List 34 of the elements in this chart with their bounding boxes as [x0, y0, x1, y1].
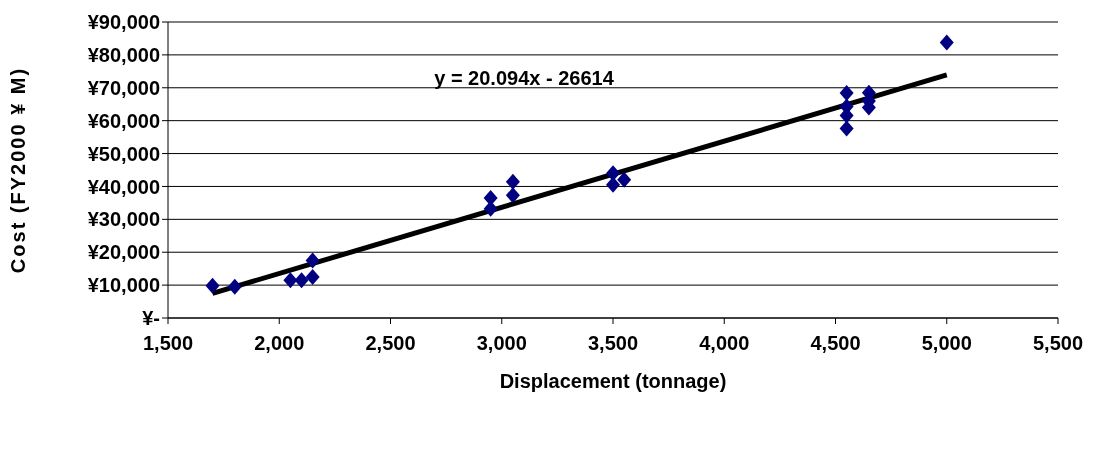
y-tick-label: ¥50,000 [87, 142, 160, 165]
y-tick-label: ¥20,000 [87, 241, 160, 264]
x-tick-label: 4,000 [699, 332, 750, 355]
y-tick-label: ¥10,000 [87, 274, 160, 297]
point [939, 34, 954, 51]
point [305, 268, 320, 285]
y-tick-label: ¥60,000 [87, 109, 160, 132]
point [294, 272, 309, 289]
y-tick-label: ¥40,000 [87, 175, 160, 198]
point [839, 85, 854, 102]
point [283, 272, 298, 289]
point [839, 120, 854, 137]
point [505, 187, 520, 204]
y-tick-label: ¥80,000 [87, 43, 160, 66]
annotation: y = 20.094x - 26614 [434, 66, 614, 90]
point [205, 277, 220, 294]
y-tick-label: ¥70,000 [87, 76, 160, 99]
point [227, 278, 242, 295]
y-axis-title: Cost (FY2000 ¥ M) [7, 66, 30, 274]
point [305, 252, 320, 269]
x-tick-label: 5,000 [921, 332, 972, 355]
x-tick-label: 5,500 [1032, 332, 1084, 355]
x-tick-label: 3,000 [476, 332, 527, 355]
point [505, 173, 520, 190]
x-tick-label: 3,500 [587, 332, 639, 355]
x-tick-label: 1,500 [142, 332, 194, 355]
x-axis-title: Displacement (tonnage) [499, 370, 727, 392]
x-tick-label: 2,500 [365, 332, 416, 355]
point [617, 171, 632, 188]
x-tick-label: 2,000 [254, 332, 305, 355]
y-tick-label: ¥30,000 [87, 208, 160, 231]
y-tick-label: ¥- [142, 307, 160, 330]
x-tick-label: 4,500 [810, 332, 861, 355]
y-tick-label: ¥90,000 [87, 11, 160, 34]
